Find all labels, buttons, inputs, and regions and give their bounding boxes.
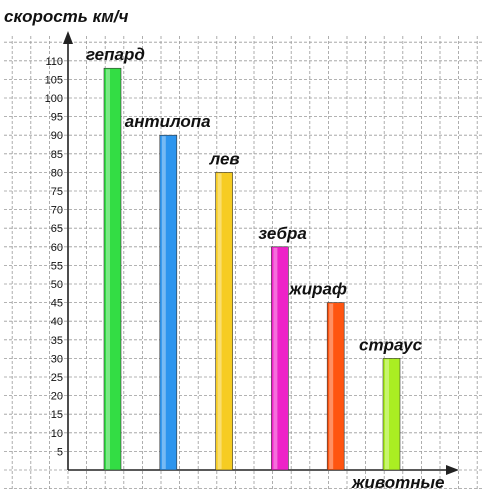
bar-highlight [217,173,222,469]
y-tick-label: 30 [51,353,63,365]
grid [4,36,484,490]
y-tick-label: 110 [45,56,63,68]
bar-6 [382,358,401,471]
y-tick-label: 15 [51,409,63,421]
y-tick-label: 80 [51,167,63,179]
bar-4 [271,246,289,471]
bar-label: зебра [258,224,306,243]
y-tick-label: 50 [51,279,63,291]
bars [103,67,401,471]
bar-label: лев [209,149,240,168]
y-tick-label: 40 [51,316,63,328]
y-axis-arrow [63,31,73,44]
y-tick-label: 100 [45,93,63,105]
bar-labels: гепард антилопа лев зебра жираф страус [86,45,423,354]
y-tick-label: 95 [51,112,63,124]
bar-5 [326,302,345,471]
y-tick-label: 90 [51,130,63,142]
bar-2 [159,134,178,471]
y-tick-label: 20 [51,391,63,403]
y-tick-label: 35 [51,335,63,347]
y-tick-label: 85 [51,149,63,161]
bar-highlight [329,303,334,469]
bar-label: антилопа [125,112,211,131]
bar-highlight [385,359,389,469]
y-tick-label: 55 [51,260,63,272]
bar-1 [103,67,122,471]
y-tick-label: 5 [57,446,63,458]
y-tick-label: 105 [45,74,63,86]
y-tick-label: 25 [51,372,63,384]
y-tick-labels: 5 10 15 20 25 30 35 40 45 50 55 60 65 70 75 80 85 90 95 100… [45,56,63,459]
bar-label: гепард [86,45,145,64]
x-axis-arrow [446,465,459,475]
y-axis-label: скорость км/ч [4,7,129,26]
y-tick-label: 70 [51,205,63,217]
bar-highlight [106,69,110,470]
y-tick-label: 75 [51,186,63,198]
bar-label: страус [359,335,423,354]
y-tick-label: 10 [51,428,63,440]
y-tick-label: 60 [51,242,63,254]
bar-highlight [273,247,278,469]
y-tick-label: 65 [51,223,63,235]
x-axis-label: животные [351,473,445,492]
bar-label: жираф [288,280,347,299]
y-tick-label: 45 [51,298,63,310]
bar-3 [215,172,233,471]
bar-highlight [161,136,166,469]
